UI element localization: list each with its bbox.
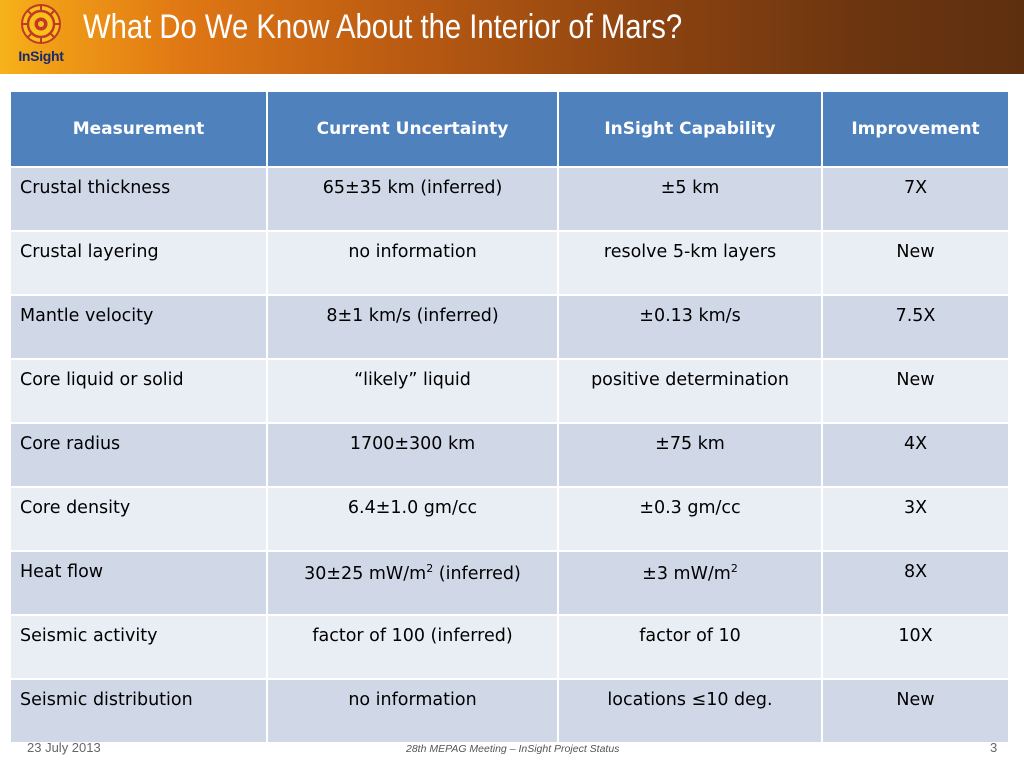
cell-text: 7.5X [895,306,936,326]
cell-measurement: Core liquid or solid [9,358,268,424]
cell-current-uncertainty: 8±1 km/s (inferred) [266,294,559,360]
cell-current-uncertainty: no information [266,230,559,296]
cell-insight-capability: ±0.3 gm/cc [557,486,823,552]
cell-improvement: New [821,230,1010,296]
cell-insight-capability: ±75 km [557,422,823,488]
cell-text: Core liquid or solid [20,370,184,390]
cell-text: 65±35 km (inferred) [322,178,503,198]
cell-improvement: 8X [821,550,1010,616]
cell-text: “likely” liquid [354,370,471,390]
cell-text: Core density [20,498,131,518]
cell-text: positive determination [591,370,789,390]
cell-improvement: 7.5X [821,294,1010,360]
cell-text: 3X [903,498,928,518]
cell-insight-capability: factor of 10 [557,614,823,680]
page-number: 3 [990,740,998,755]
cell-insight-capability: locations ≤10 deg. [557,678,823,744]
cell-improvement: 10X [821,614,1010,680]
cell-text: no information [348,690,477,710]
title-banner [0,0,1024,74]
cell-text: Heat flow [20,562,104,582]
cell-text: New [896,242,935,262]
cell-current-uncertainty: “likely” liquid [266,358,559,424]
cell-text: ±5 km [660,178,720,198]
cell-text: 7X [903,178,928,198]
superscript: 2 [730,562,738,575]
cell-improvement: New [821,678,1010,744]
footer-date: 23 July 2013 [27,740,101,755]
cell-improvement: 7X [821,166,1010,232]
cell-measurement: Heat flow [9,550,268,616]
table-header-row: Measurement Current Uncertainty InSight … [9,90,1010,168]
cell-measurement: Seismic activity [9,614,268,680]
cell-text-suffix: (inferred) [433,563,521,584]
cell-text: Crustal layering [20,242,159,262]
cell-insight-capability: ±3 mW/m2 [557,550,823,616]
cell-current-uncertainty: factor of 100 (inferred) [266,614,559,680]
table-body: Crustal thickness 65±35 km (inferred) ±5 k… [9,166,1010,744]
cell-current-uncertainty: 6.4±1.0 gm/cc [266,486,559,552]
cell-text: resolve 5-km layers [603,242,777,262]
cell-measurement: Core density [9,486,268,552]
cell-text: New [896,690,935,710]
table-row: Core radius 1700±300 km ±75 km 4X [9,422,1010,488]
cell-insight-capability: ±0.13 km/s [557,294,823,360]
cell-insight-capability: positive determination [557,358,823,424]
cell-current-uncertainty: 30±25 mW/m2 (inferred) [266,550,559,616]
cell-text: ±3 mW/m [642,563,731,584]
insight-logo: InSight [8,2,74,72]
cell-measurement: Crustal layering [9,230,268,296]
cell-text: 1700±300 km [349,434,476,454]
cell-improvement: New [821,358,1010,424]
superscript: 2 [426,562,434,575]
page-title: What Do We Know About the Interior of Ma… [83,8,683,46]
cell-text: 10X [898,626,933,646]
table-row: Core density 6.4±1.0 gm/cc ±0.3 gm/cc 3X [9,486,1010,552]
table-row: Mantle velocity 8±1 km/s (inferred) ±0.13 … [9,294,1010,360]
cell-text: 30±25 mW/m [304,563,427,584]
column-header-current-uncertainty: Current Uncertainty [266,90,559,168]
logo-text: InSight [18,48,64,64]
table-row: Seismic distribution no information locati… [9,678,1010,744]
insight-emblem-icon [21,4,61,44]
column-header-insight-capability: InSight Capability [557,90,823,168]
cell-text: ±75 km [655,434,725,454]
cell-text: Mantle velocity [20,306,154,326]
cell-current-uncertainty: no information [266,678,559,744]
cell-text: locations ≤10 deg. [607,690,773,710]
table-row: Core liquid or solid “likely” liquid posit… [9,358,1010,424]
cell-text: New [896,370,935,390]
table-row: Seismic activity factor of 100 (inferred)… [9,614,1010,680]
cell-improvement: 3X [821,486,1010,552]
column-header-measurement: Measurement [9,90,268,168]
cell-text: factor of 10 [639,626,741,646]
cell-text: 8±1 km/s (inferred) [326,306,499,326]
cell-measurement: Mantle velocity [9,294,268,360]
cell-measurement: Seismic distribution [9,678,268,744]
cell-improvement: 4X [821,422,1010,488]
cell-current-uncertainty: 1700±300 km [266,422,559,488]
mars-interior-table: Measurement Current Uncertainty InSight … [9,90,1010,744]
cell-insight-capability: resolve 5-km layers [557,230,823,296]
cell-text: ±0.3 gm/cc [639,498,741,518]
table-row: Crustal layering no information resolve 5-… [9,230,1010,296]
table-row: Heat flow 30±25 mW/m2 (inferred) ±3 mW/m2 8… [9,550,1010,616]
cell-current-uncertainty: 65±35 km (inferred) [266,166,559,232]
cell-text: Seismic distribution [20,690,193,710]
cell-text: Seismic activity [20,626,158,646]
cell-text: 6.4±1.0 gm/cc [347,498,478,518]
cell-measurement: Core radius [9,422,268,488]
cell-text: Core radius [20,434,121,454]
cell-insight-capability: ±5 km [557,166,823,232]
footer-meeting-title: 28th MEPAG Meeting – InSight Project Sta… [406,743,620,755]
table-row: Crustal thickness 65±35 km (inferred) ±5 k… [9,166,1010,232]
cell-text: factor of 100 (inferred) [312,626,513,646]
cell-text: 4X [903,434,928,454]
cell-text: 8X [903,562,928,582]
cell-text: ±0.13 km/s [639,306,741,326]
cell-text: Crustal thickness [20,178,171,198]
cell-text: no information [348,242,477,262]
cell-measurement: Crustal thickness [9,166,268,232]
column-header-improvement: Improvement [821,90,1010,168]
